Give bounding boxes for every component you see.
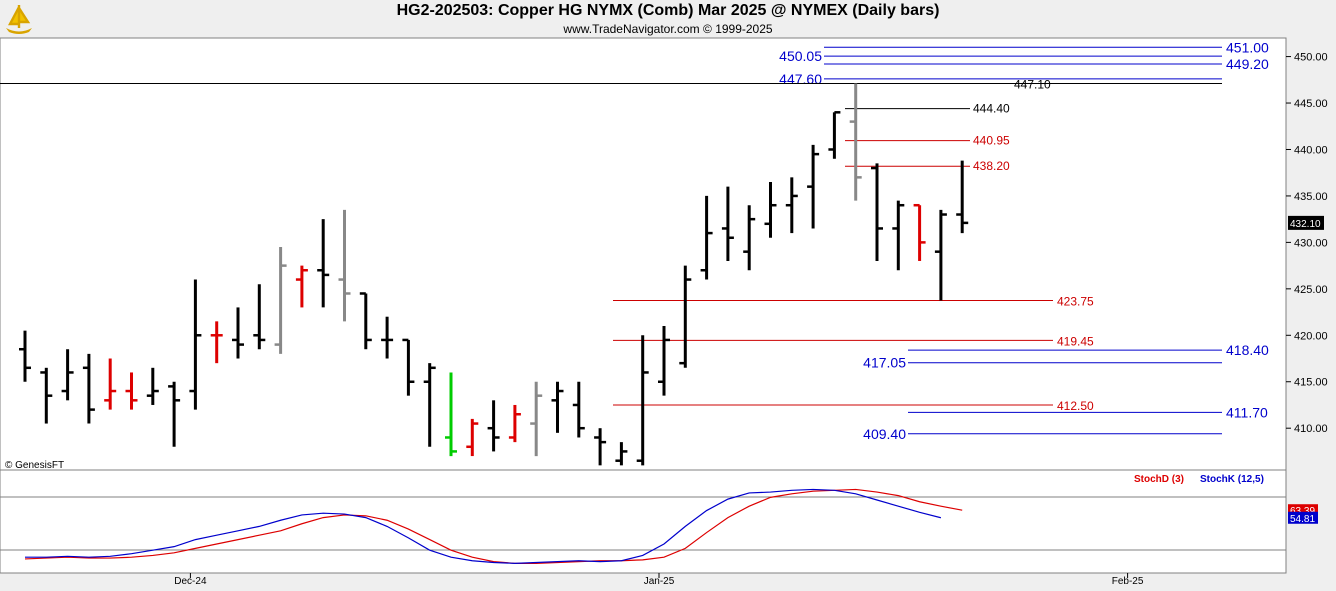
stoch-k-line bbox=[25, 488, 942, 564]
chart-title: HG2-202503: Copper HG NYMX (Comb) Mar 20… bbox=[396, 2, 940, 19]
date-tick-label: Jan-25 bbox=[644, 576, 675, 587]
stoch-k-value: 54.81 bbox=[1290, 514, 1315, 525]
level-label: 449.20 bbox=[1226, 56, 1269, 72]
price-tick-label: 430.00 bbox=[1294, 237, 1328, 249]
price-tick-label: 410.00 bbox=[1294, 423, 1328, 435]
date-axis: Dec-24 Jan-25 Feb-25 bbox=[174, 573, 1144, 587]
level-label: 419.45 bbox=[1057, 334, 1094, 348]
price-tick-label: 420.00 bbox=[1294, 330, 1328, 342]
level-label: 440.95 bbox=[973, 134, 1010, 148]
level-label: 423.75 bbox=[1057, 294, 1094, 308]
level-label: 438.20 bbox=[973, 159, 1010, 173]
level-label: 411.70 bbox=[1226, 404, 1268, 420]
stoch-panel bbox=[0, 469, 1287, 574]
price-tick-label: 450.00 bbox=[1294, 52, 1328, 64]
watermark: © GenesisFT bbox=[5, 460, 64, 471]
stoch-k-badge bbox=[1288, 511, 1318, 524]
level-label: 417.05 bbox=[863, 355, 906, 371]
level-label: 447.60 bbox=[779, 71, 822, 87]
chart-subtitle: www.TradeNavigator.com © 1999-2025 bbox=[563, 22, 773, 36]
stoch-d-legend: StochD (3) bbox=[1134, 474, 1184, 485]
level-label: 412.50 bbox=[1057, 399, 1094, 413]
stoch-d-value: 63.39 bbox=[1290, 506, 1315, 517]
level-label: 447.10 bbox=[1014, 78, 1051, 92]
sailing-ship-logo bbox=[2, 2, 36, 36]
price-tick-label: 425.00 bbox=[1294, 284, 1328, 296]
date-tick-label: Dec-24 bbox=[174, 576, 207, 587]
price-tick-label: 440.00 bbox=[1294, 144, 1328, 156]
price-tick-label: 435.00 bbox=[1294, 191, 1328, 203]
stoch-k-legend: StochK (12,5) bbox=[1200, 474, 1264, 485]
last-price-badge bbox=[1288, 215, 1324, 230]
bars-layer bbox=[19, 83, 969, 466]
price-axis: 450.00 445.00 440.00 435.00 430.00 425.00 420.… bbox=[1286, 52, 1328, 435]
date-tick-label: Feb-25 bbox=[1112, 576, 1144, 587]
level-label: 450.05 bbox=[779, 48, 822, 64]
price-tick-label: 445.00 bbox=[1294, 98, 1328, 110]
level-label: 409.40 bbox=[863, 426, 906, 442]
price-tick-label: 415.00 bbox=[1294, 377, 1328, 389]
level-label: 444.40 bbox=[973, 102, 1010, 116]
stoch-d-line bbox=[24, 488, 963, 564]
last-price-label: 432.10 bbox=[1290, 219, 1321, 230]
level-label: 451.00 bbox=[1226, 39, 1269, 55]
level-label: 418.40 bbox=[1226, 342, 1269, 358]
